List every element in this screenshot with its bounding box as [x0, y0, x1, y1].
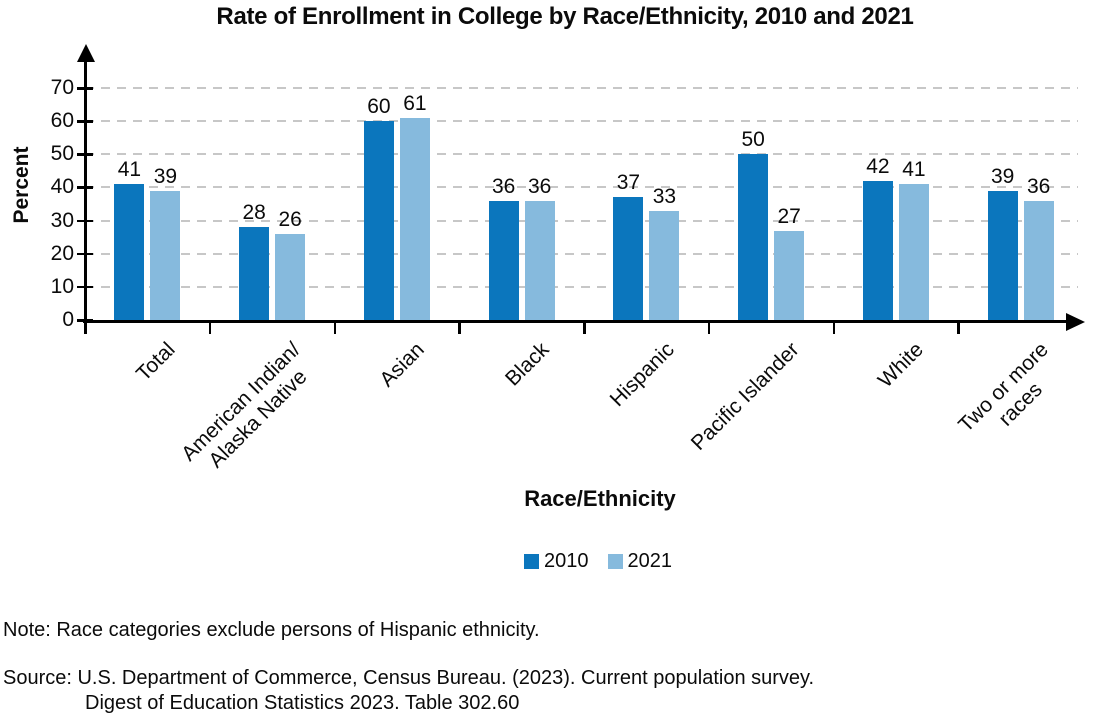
- y-tick-label-30: 30: [50, 208, 74, 232]
- category-label-6: White: [873, 338, 929, 393]
- bar-2010-white: [862, 180, 893, 320]
- category-label-0: Total: [132, 338, 180, 386]
- y-tick-label-50: 50: [50, 142, 74, 166]
- bar-value-2010-hispanic: 37: [616, 171, 641, 195]
- bar-2010-american-indian-: [239, 227, 270, 320]
- x-axis-arrow-icon: [1066, 312, 1085, 331]
- gridline-30: [85, 219, 1078, 222]
- gridline-20: [85, 252, 1078, 255]
- bar-value-2021-total: 39: [153, 164, 178, 188]
- y-tick-label-60: 60: [50, 109, 74, 133]
- bar-value-2021-two-or-more: 36: [1026, 174, 1051, 198]
- bar-value-2010-american-indian-: 28: [242, 201, 266, 225]
- x-axis-line: [83, 320, 1068, 323]
- y-tick-label-0: 0: [62, 308, 74, 331]
- bar-2010-black: [488, 200, 519, 320]
- legend-label-2010: 2010: [544, 550, 589, 572]
- legend-item-2010: 2010: [524, 550, 589, 573]
- bar-value-2021-hispanic: 33: [652, 184, 677, 208]
- gridline-70: [85, 87, 1078, 89]
- bar-2021-pacific-islander: [774, 230, 805, 320]
- y-axis-arrow-icon: [77, 44, 95, 62]
- y-tick-label-40: 40: [50, 175, 74, 199]
- bar-2010-asian: [363, 121, 394, 320]
- bar-2010-two-or-more: [987, 190, 1018, 320]
- bar-value-2021-black: 36: [527, 174, 552, 198]
- legend-swatch-2010: [524, 554, 539, 569]
- bar-2021-american-indian-: [275, 233, 306, 320]
- x-tick-6: [832, 320, 835, 334]
- legend-swatch-2021: [607, 554, 623, 569]
- bar-value-2021-pacific-islander: 27: [777, 204, 801, 228]
- x-tick-7: [957, 320, 960, 334]
- source-line-1: Source: U.S. Department of Commerce, Cen…: [3, 667, 815, 689]
- chart-title: Rate of Enrollment in College by Race/Et…: [216, 3, 914, 30]
- gridline-50: [85, 153, 1078, 156]
- x-tick-2: [333, 320, 336, 334]
- bar-2021-two-or-more: [1023, 200, 1054, 320]
- bar-2021-asian: [399, 117, 430, 320]
- x-tick-3: [458, 320, 461, 334]
- bar-2021-black: [524, 200, 555, 320]
- bar-value-2010-asian: 60: [367, 95, 391, 119]
- category-label-1: American Indian/ Alaska Native: [176, 338, 312, 473]
- bar-value-2010-two-or-more: 39: [990, 164, 1015, 188]
- bar-value-2021-american-indian-: 26: [278, 207, 302, 231]
- bar-2010-pacific-islander: [738, 154, 769, 320]
- gridline-40: [85, 186, 1078, 189]
- bar-2010-hispanic: [613, 197, 644, 320]
- bar-2021-white: [898, 184, 929, 320]
- category-label-7: Two or more races: [954, 338, 1053, 437]
- y-tick-label-10: 10: [50, 274, 74, 298]
- source-line-2: Digest of Education Statistics 2023. Tab…: [85, 692, 520, 714]
- x-axis-title: Race/Ethnicity: [524, 486, 676, 511]
- bar-value-2021-white: 41: [902, 158, 926, 182]
- gridline-10: [85, 285, 1078, 288]
- x-tick-1: [208, 320, 212, 334]
- bar-value-2021-asian: 61: [403, 91, 427, 115]
- x-tick-4: [583, 320, 586, 334]
- category-label-4: Hispanic: [605, 338, 679, 412]
- note-text: Note: Race categories exclude persons of…: [3, 619, 540, 641]
- category-label-5: Pacific Islander: [686, 338, 804, 455]
- bar-value-2010-black: 36: [491, 174, 516, 198]
- bar-2010-total: [114, 184, 145, 320]
- gridline-60: [85, 120, 1078, 123]
- legend-label-2021: 2021: [627, 550, 673, 572]
- legend: 2010 2021: [98, 550, 1093, 573]
- bar-2021-hispanic: [649, 210, 680, 320]
- y-axis-line: [84, 56, 87, 330]
- bar-2021-total: [150, 190, 181, 320]
- bar-value-2010-total: 41: [117, 158, 142, 182]
- x-tick-5: [707, 320, 711, 334]
- bar-value-2010-white: 42: [866, 154, 890, 178]
- y-tick-label-20: 20: [50, 241, 74, 265]
- category-label-3: Black: [501, 338, 554, 391]
- category-label-2: Asian: [375, 338, 430, 392]
- legend-item-2021: 2021: [607, 550, 673, 573]
- y-tick-label-70: 70: [50, 76, 74, 99]
- bar-value-2010-pacific-islander: 50: [741, 128, 765, 152]
